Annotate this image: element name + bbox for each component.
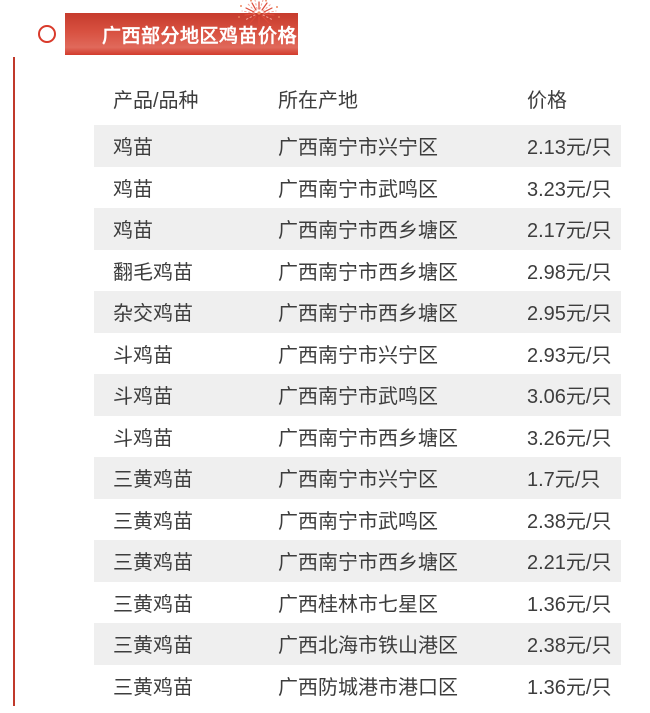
cell-origin: 广西桂林市七星区 [278, 593, 438, 616]
cell-origin: 广西南宁市西乡塘区 [278, 220, 458, 243]
cell-product: 斗鸡苗 [113, 344, 173, 367]
table-row: 三黄鸡苗 广西桂林市七星区 1.36元/只 [94, 582, 621, 624]
cell-origin: 广西南宁市兴宁区 [278, 469, 438, 492]
cell-price: 2.21元/只 [527, 552, 612, 575]
cell-origin: 广西南宁市兴宁区 [278, 137, 438, 160]
table-row: 三黄鸡苗 广西南宁市武鸣区 2.38元/只 [94, 499, 621, 541]
cell-price: 1.36元/只 [527, 593, 612, 616]
circle-outline-icon [38, 25, 56, 43]
table-row: 斗鸡苗 广西南宁市兴宁区 2.93元/只 [94, 333, 621, 375]
table-row: 鸡苗 广西南宁市兴宁区 2.13元/只 [94, 125, 621, 167]
cell-price: 2.93元/只 [527, 344, 612, 367]
cell-price: 2.38元/只 [527, 510, 612, 533]
cell-product: 斗鸡苗 [113, 427, 173, 450]
cell-origin: 广西南宁市武鸣区 [278, 510, 438, 533]
table-row: 鸡苗 广西南宁市西乡塘区 2.17元/只 [94, 208, 621, 250]
firework-icon [238, 0, 280, 26]
cell-origin: 广西南宁市西乡塘区 [278, 303, 458, 326]
table-row: 三黄鸡苗 广西南宁市兴宁区 1.7元/只 [94, 457, 621, 499]
table-row: 三黄鸡苗 广西南宁市西乡塘区 2.21元/只 [94, 540, 621, 582]
cell-price: 1.36元/只 [527, 676, 612, 699]
cell-product: 三黄鸡苗 [113, 676, 193, 699]
cell-origin: 广西南宁市西乡塘区 [278, 261, 458, 284]
left-accent-line [13, 57, 15, 706]
table-row: 斗鸡苗 广西南宁市西乡塘区 3.26元/只 [94, 416, 621, 458]
cell-product: 翻毛鸡苗 [113, 261, 193, 284]
cell-origin: 广西南宁市西乡塘区 [278, 427, 458, 450]
cell-price: 2.17元/只 [527, 220, 612, 243]
table-row: 三黄鸡苗 广西防城港市港口区 1.36元/只 [94, 665, 621, 707]
table-row: 翻毛鸡苗 广西南宁市西乡塘区 2.98元/只 [94, 250, 621, 292]
cell-product: 杂交鸡苗 [113, 303, 193, 326]
table-row: 斗鸡苗 广西南宁市武鸣区 3.06元/只 [94, 374, 621, 416]
cell-price: 2.95元/只 [527, 303, 612, 326]
cell-price: 1.7元/只 [527, 469, 601, 492]
table-row: 三黄鸡苗 广西北海市铁山港区 2.38元/只 [94, 623, 621, 665]
cell-origin: 广西南宁市西乡塘区 [278, 552, 458, 575]
cell-product: 斗鸡苗 [113, 386, 173, 409]
cell-product: 三黄鸡苗 [113, 593, 193, 616]
cell-product: 三黄鸡苗 [113, 469, 193, 492]
cell-product: 鸡苗 [113, 178, 153, 201]
cell-product: 三黄鸡苗 [113, 552, 193, 575]
cell-origin: 广西防城港市港口区 [278, 676, 458, 699]
table-row: 杂交鸡苗 广西南宁市西乡塘区 2.95元/只 [94, 291, 621, 333]
cell-origin: 广西南宁市兴宁区 [278, 344, 438, 367]
col-header-price: 价格 [527, 89, 567, 112]
table-header-row: 产品/品种 所在产地 价格 [94, 77, 621, 119]
table-body: 鸡苗 广西南宁市兴宁区 2.13元/只 鸡苗 广西南宁市武鸣区 3.23元/只 鸡苗 广西南宁… [94, 125, 621, 706]
cell-price: 3.23元/只 [527, 178, 612, 201]
cell-origin: 广西南宁市武鸣区 [278, 386, 438, 409]
cell-price: 2.38元/只 [527, 635, 612, 658]
col-header-origin: 所在产地 [278, 89, 358, 112]
cell-product: 三黄鸡苗 [113, 635, 193, 658]
cell-product: 鸡苗 [113, 220, 153, 243]
cell-price: 2.13元/只 [527, 137, 612, 160]
cell-price: 3.26元/只 [527, 427, 612, 450]
page-title: 广西部分地区鸡苗价格 [101, 25, 297, 47]
cell-origin: 广西南宁市武鸣区 [278, 178, 438, 201]
col-header-product: 产品/品种 [113, 89, 199, 112]
cell-price: 2.98元/只 [527, 261, 612, 284]
price-table: 产品/品种 所在产地 价格 鸡苗 广西南宁市兴宁区 2.13元/只 鸡苗 广西南宁市武鸣… [94, 77, 621, 706]
cell-product: 三黄鸡苗 [113, 510, 193, 533]
cell-product: 鸡苗 [113, 137, 153, 160]
cell-origin: 广西北海市铁山港区 [278, 635, 458, 658]
cell-price: 3.06元/只 [527, 386, 612, 409]
table-row: 鸡苗 广西南宁市武鸣区 3.23元/只 [94, 167, 621, 209]
